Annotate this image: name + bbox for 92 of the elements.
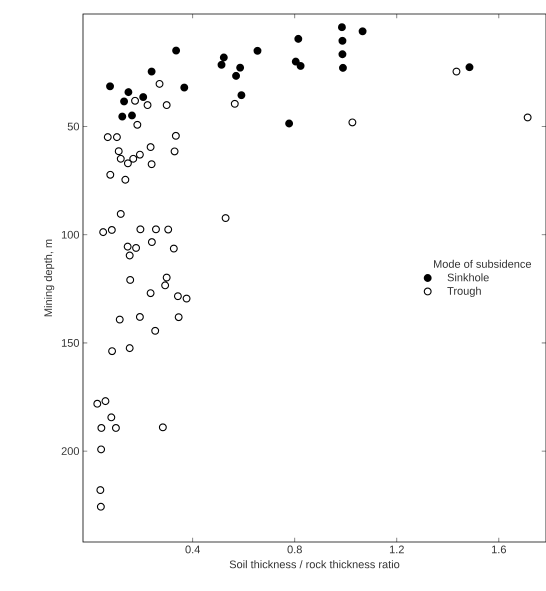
y-tick-label: 50 (68, 122, 80, 130)
point (126, 252, 134, 260)
point (106, 82, 114, 90)
point (128, 112, 136, 120)
point (133, 120, 142, 129)
point (180, 84, 188, 92)
point (172, 46, 180, 55)
point (96, 502, 105, 511)
point (348, 118, 356, 126)
point (161, 281, 170, 290)
point (285, 120, 294, 128)
point (358, 27, 367, 36)
point (126, 344, 134, 352)
point (126, 276, 134, 284)
point (107, 413, 116, 422)
point (172, 132, 180, 140)
point (338, 36, 346, 45)
point (124, 88, 132, 96)
point (112, 424, 120, 432)
point (152, 225, 160, 234)
y-tick-label: 200 (62, 447, 80, 456)
point (236, 64, 244, 72)
point (158, 423, 167, 432)
point (338, 64, 347, 72)
legend-label: Trough (447, 286, 481, 297)
point (97, 424, 106, 432)
point (146, 143, 155, 152)
x-axis-title: Soil thickness / rock thickness ratio (230, 560, 400, 568)
point (108, 226, 116, 234)
point (170, 147, 179, 156)
point (124, 242, 132, 251)
point (148, 238, 156, 246)
x-tick-label: 1.2 (390, 546, 404, 554)
point (139, 93, 148, 102)
point (452, 68, 460, 76)
point (120, 97, 128, 106)
point (162, 101, 171, 110)
point (254, 46, 262, 55)
point (136, 313, 144, 321)
point (232, 72, 240, 80)
point (97, 445, 106, 454)
point (144, 101, 152, 110)
point (131, 96, 139, 105)
point (174, 292, 182, 300)
point (151, 326, 160, 335)
point (146, 289, 155, 298)
point (104, 133, 112, 142)
point (148, 160, 156, 168)
point (99, 228, 108, 236)
point (96, 486, 104, 494)
point (162, 274, 171, 282)
point (114, 147, 123, 156)
point (296, 62, 305, 70)
point (136, 225, 144, 234)
point (218, 60, 226, 69)
legend-title: Mode of subsidence (434, 260, 532, 268)
x-tick-label: 0.4 (185, 546, 200, 554)
point (108, 347, 116, 356)
point (237, 91, 246, 100)
point (466, 63, 474, 72)
point (182, 294, 191, 303)
point (136, 150, 144, 159)
point (116, 316, 124, 324)
point (292, 58, 300, 66)
point (294, 34, 302, 43)
point (148, 68, 156, 76)
point (116, 154, 125, 163)
point (338, 23, 346, 32)
point (222, 214, 230, 222)
point (230, 100, 239, 108)
y-axis-title: Mining depth, m (44, 240, 54, 316)
point (112, 133, 121, 142)
point (118, 112, 126, 121)
point (220, 54, 228, 62)
y-tick-label: 150 (62, 339, 80, 347)
y-tick-label: 100 (62, 230, 80, 239)
x-tick-label: 0.8 (288, 546, 302, 554)
legend-label: Sinkhole (448, 273, 489, 282)
point (129, 154, 138, 163)
x-tick-label: 1.6 (492, 546, 506, 554)
point (121, 176, 130, 184)
point (116, 210, 125, 218)
point (338, 50, 346, 58)
point (170, 244, 178, 253)
point (156, 80, 164, 88)
point (124, 159, 132, 168)
point (102, 397, 110, 406)
point (164, 226, 172, 234)
point (174, 313, 183, 322)
point (93, 400, 102, 408)
point (132, 244, 140, 252)
point (106, 170, 114, 179)
